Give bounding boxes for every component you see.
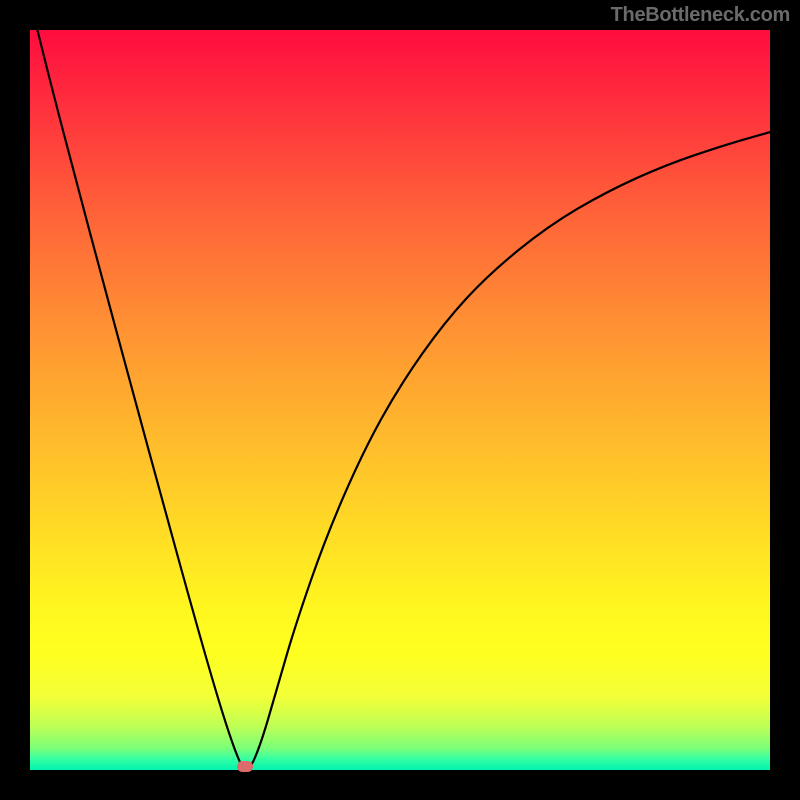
- watermark-label: TheBottleneck.com: [611, 4, 790, 27]
- minimum-marker: [237, 761, 253, 772]
- plot-area: [30, 30, 770, 770]
- plot-background-gradient: [30, 30, 770, 770]
